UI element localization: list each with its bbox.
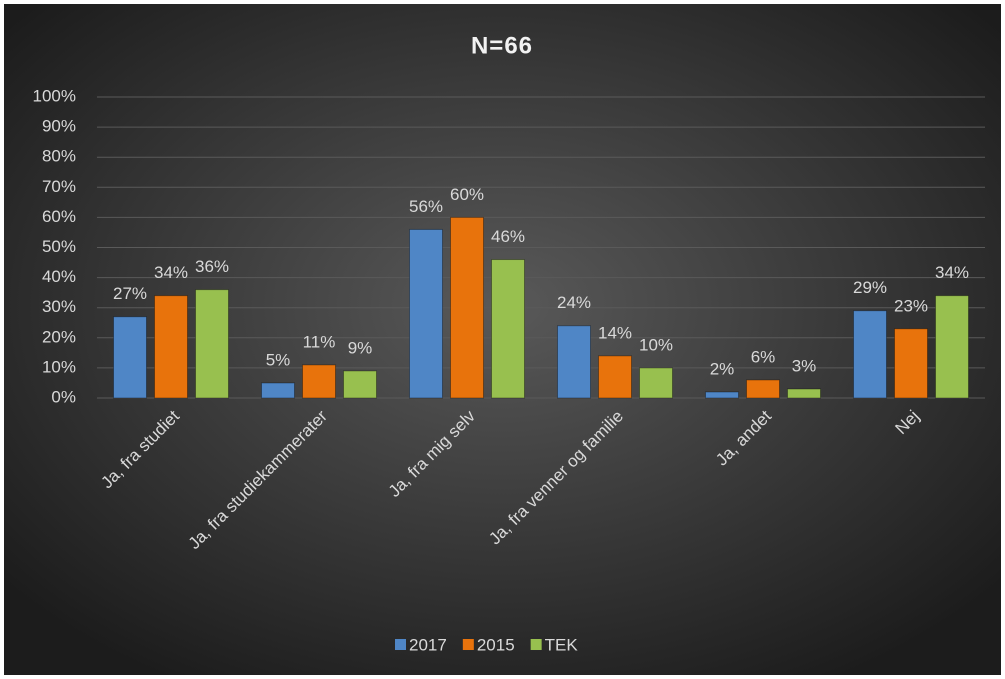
legend-label: 2017: [409, 635, 447, 654]
data-label: 27%: [113, 284, 147, 303]
y-tick-label: 10%: [42, 357, 76, 376]
data-label: 56%: [409, 197, 443, 216]
legend-swatch: [395, 639, 406, 650]
bar: [853, 310, 887, 399]
data-label: 3%: [792, 356, 817, 375]
y-tick-label: 0%: [51, 387, 76, 406]
y-tick-label: 70%: [42, 177, 76, 196]
bar: [894, 328, 928, 399]
bar: [302, 364, 336, 399]
y-tick-label: 100%: [33, 86, 76, 105]
bar: [343, 370, 377, 399]
data-label: 5%: [266, 350, 291, 369]
bar: [746, 379, 780, 399]
bar: [491, 259, 525, 399]
bar: [787, 388, 821, 399]
bar: [409, 228, 443, 399]
chart-title: N=66: [471, 32, 533, 59]
bar: [705, 391, 739, 399]
y-tick-label: 30%: [42, 297, 76, 316]
y-tick-label: 80%: [42, 147, 76, 166]
bar: [598, 355, 632, 399]
bar: [154, 295, 188, 399]
data-label: 14%: [598, 323, 632, 342]
data-label: 10%: [639, 335, 673, 354]
bar: [935, 295, 969, 399]
data-label: 24%: [557, 293, 591, 312]
data-label: 2%: [710, 359, 735, 378]
bar: [195, 289, 229, 399]
bar: [639, 367, 673, 399]
bar: [557, 325, 591, 399]
legend-label: 2015: [477, 635, 515, 654]
legend-swatch: [462, 639, 474, 650]
data-label: 6%: [751, 347, 776, 366]
data-label: 46%: [491, 227, 525, 246]
data-label: 29%: [853, 278, 887, 297]
data-label: 36%: [195, 257, 229, 276]
y-tick-label: 90%: [42, 117, 76, 136]
bar: [113, 316, 147, 399]
legend-swatch: [530, 639, 542, 650]
data-label: 34%: [935, 263, 969, 282]
data-label: 11%: [303, 332, 336, 351]
y-tick-label: 60%: [42, 207, 76, 226]
data-label: 60%: [450, 185, 484, 204]
y-tick-label: 20%: [42, 327, 76, 346]
data-label: 34%: [154, 263, 188, 282]
data-label: 23%: [894, 296, 928, 315]
data-label: 9%: [348, 338, 373, 357]
legend-label: TEK: [545, 635, 579, 654]
y-tick-label: 50%: [42, 237, 76, 256]
y-tick-label: 40%: [42, 267, 76, 286]
bar: [261, 382, 295, 399]
bar: [450, 216, 484, 399]
